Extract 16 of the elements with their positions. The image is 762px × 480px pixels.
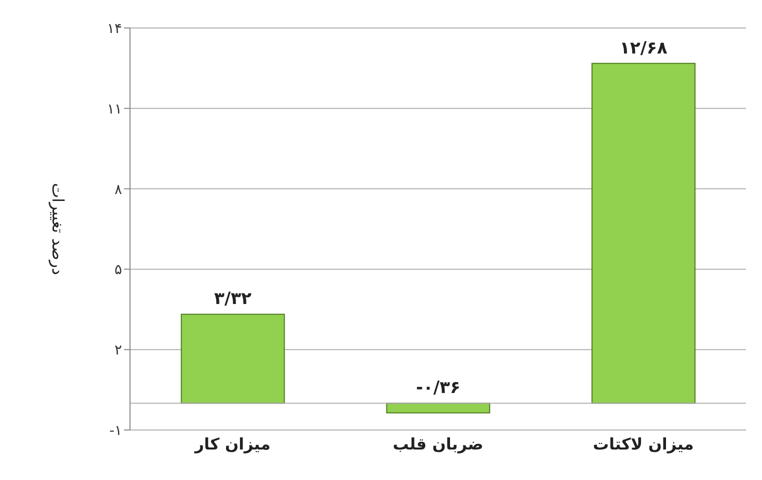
bar — [386, 402, 490, 414]
y-tick-label: ۵ — [114, 262, 122, 278]
y-axis-title: درصد تغییرات — [48, 182, 68, 276]
y-tick-label: -۱ — [109, 422, 122, 439]
bar — [592, 62, 696, 404]
y-tick-label: ۱۱ — [106, 101, 122, 118]
x-tick-label: میزان کار — [194, 434, 270, 454]
bar — [180, 314, 285, 404]
y-tick-label: ۸ — [114, 182, 122, 198]
data-label: ۳/۳۲ — [214, 289, 252, 310]
x-tick-label: میزان لاکتات — [592, 434, 694, 454]
y-tick-label: ۱۴ — [106, 20, 122, 37]
x-tick-label: ضربان قلب — [392, 434, 484, 454]
data-label: ۱۲/۶۸ — [620, 38, 668, 58]
y-tick-label: ۲ — [114, 342, 122, 359]
data-label: -۰/۳۶ — [416, 378, 460, 398]
